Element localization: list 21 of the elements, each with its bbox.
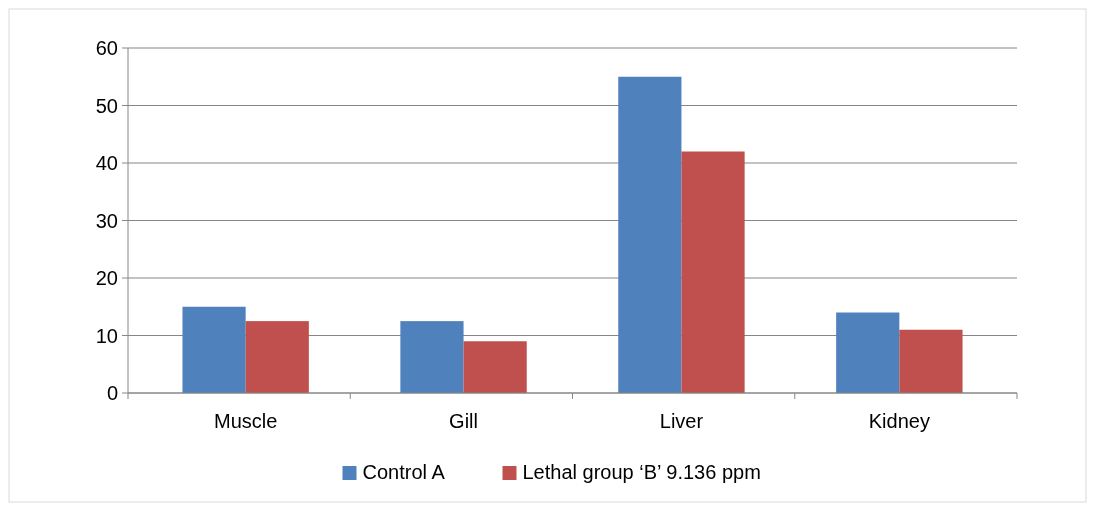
y-tick-label: 50 — [95, 94, 118, 117]
x-tick-label: Kidney — [868, 410, 930, 432]
y-tick-label: 40 — [95, 152, 118, 174]
y-tick-label: 0 — [106, 382, 118, 404]
bar — [182, 306, 246, 393]
y-tick-label: 60 — [95, 37, 118, 59]
bar — [618, 76, 682, 393]
y-tick-label: 10 — [95, 324, 118, 347]
bar — [400, 321, 464, 393]
x-tick-label: Muscle — [213, 410, 278, 432]
bar — [899, 329, 963, 393]
bar — [836, 312, 900, 393]
y-tick-label: 30 — [95, 209, 118, 232]
bar — [245, 321, 309, 393]
x-tick-label: Gill — [449, 410, 478, 432]
x-tick-label: Liver — [659, 410, 704, 432]
bar — [681, 151, 745, 393]
bar — [463, 341, 527, 393]
legend-label: Lethal group ‘B’ 9.136 ppm — [522, 461, 761, 483]
legend-label: Control A — [362, 461, 446, 483]
y-tick-label: 20 — [95, 267, 118, 289]
